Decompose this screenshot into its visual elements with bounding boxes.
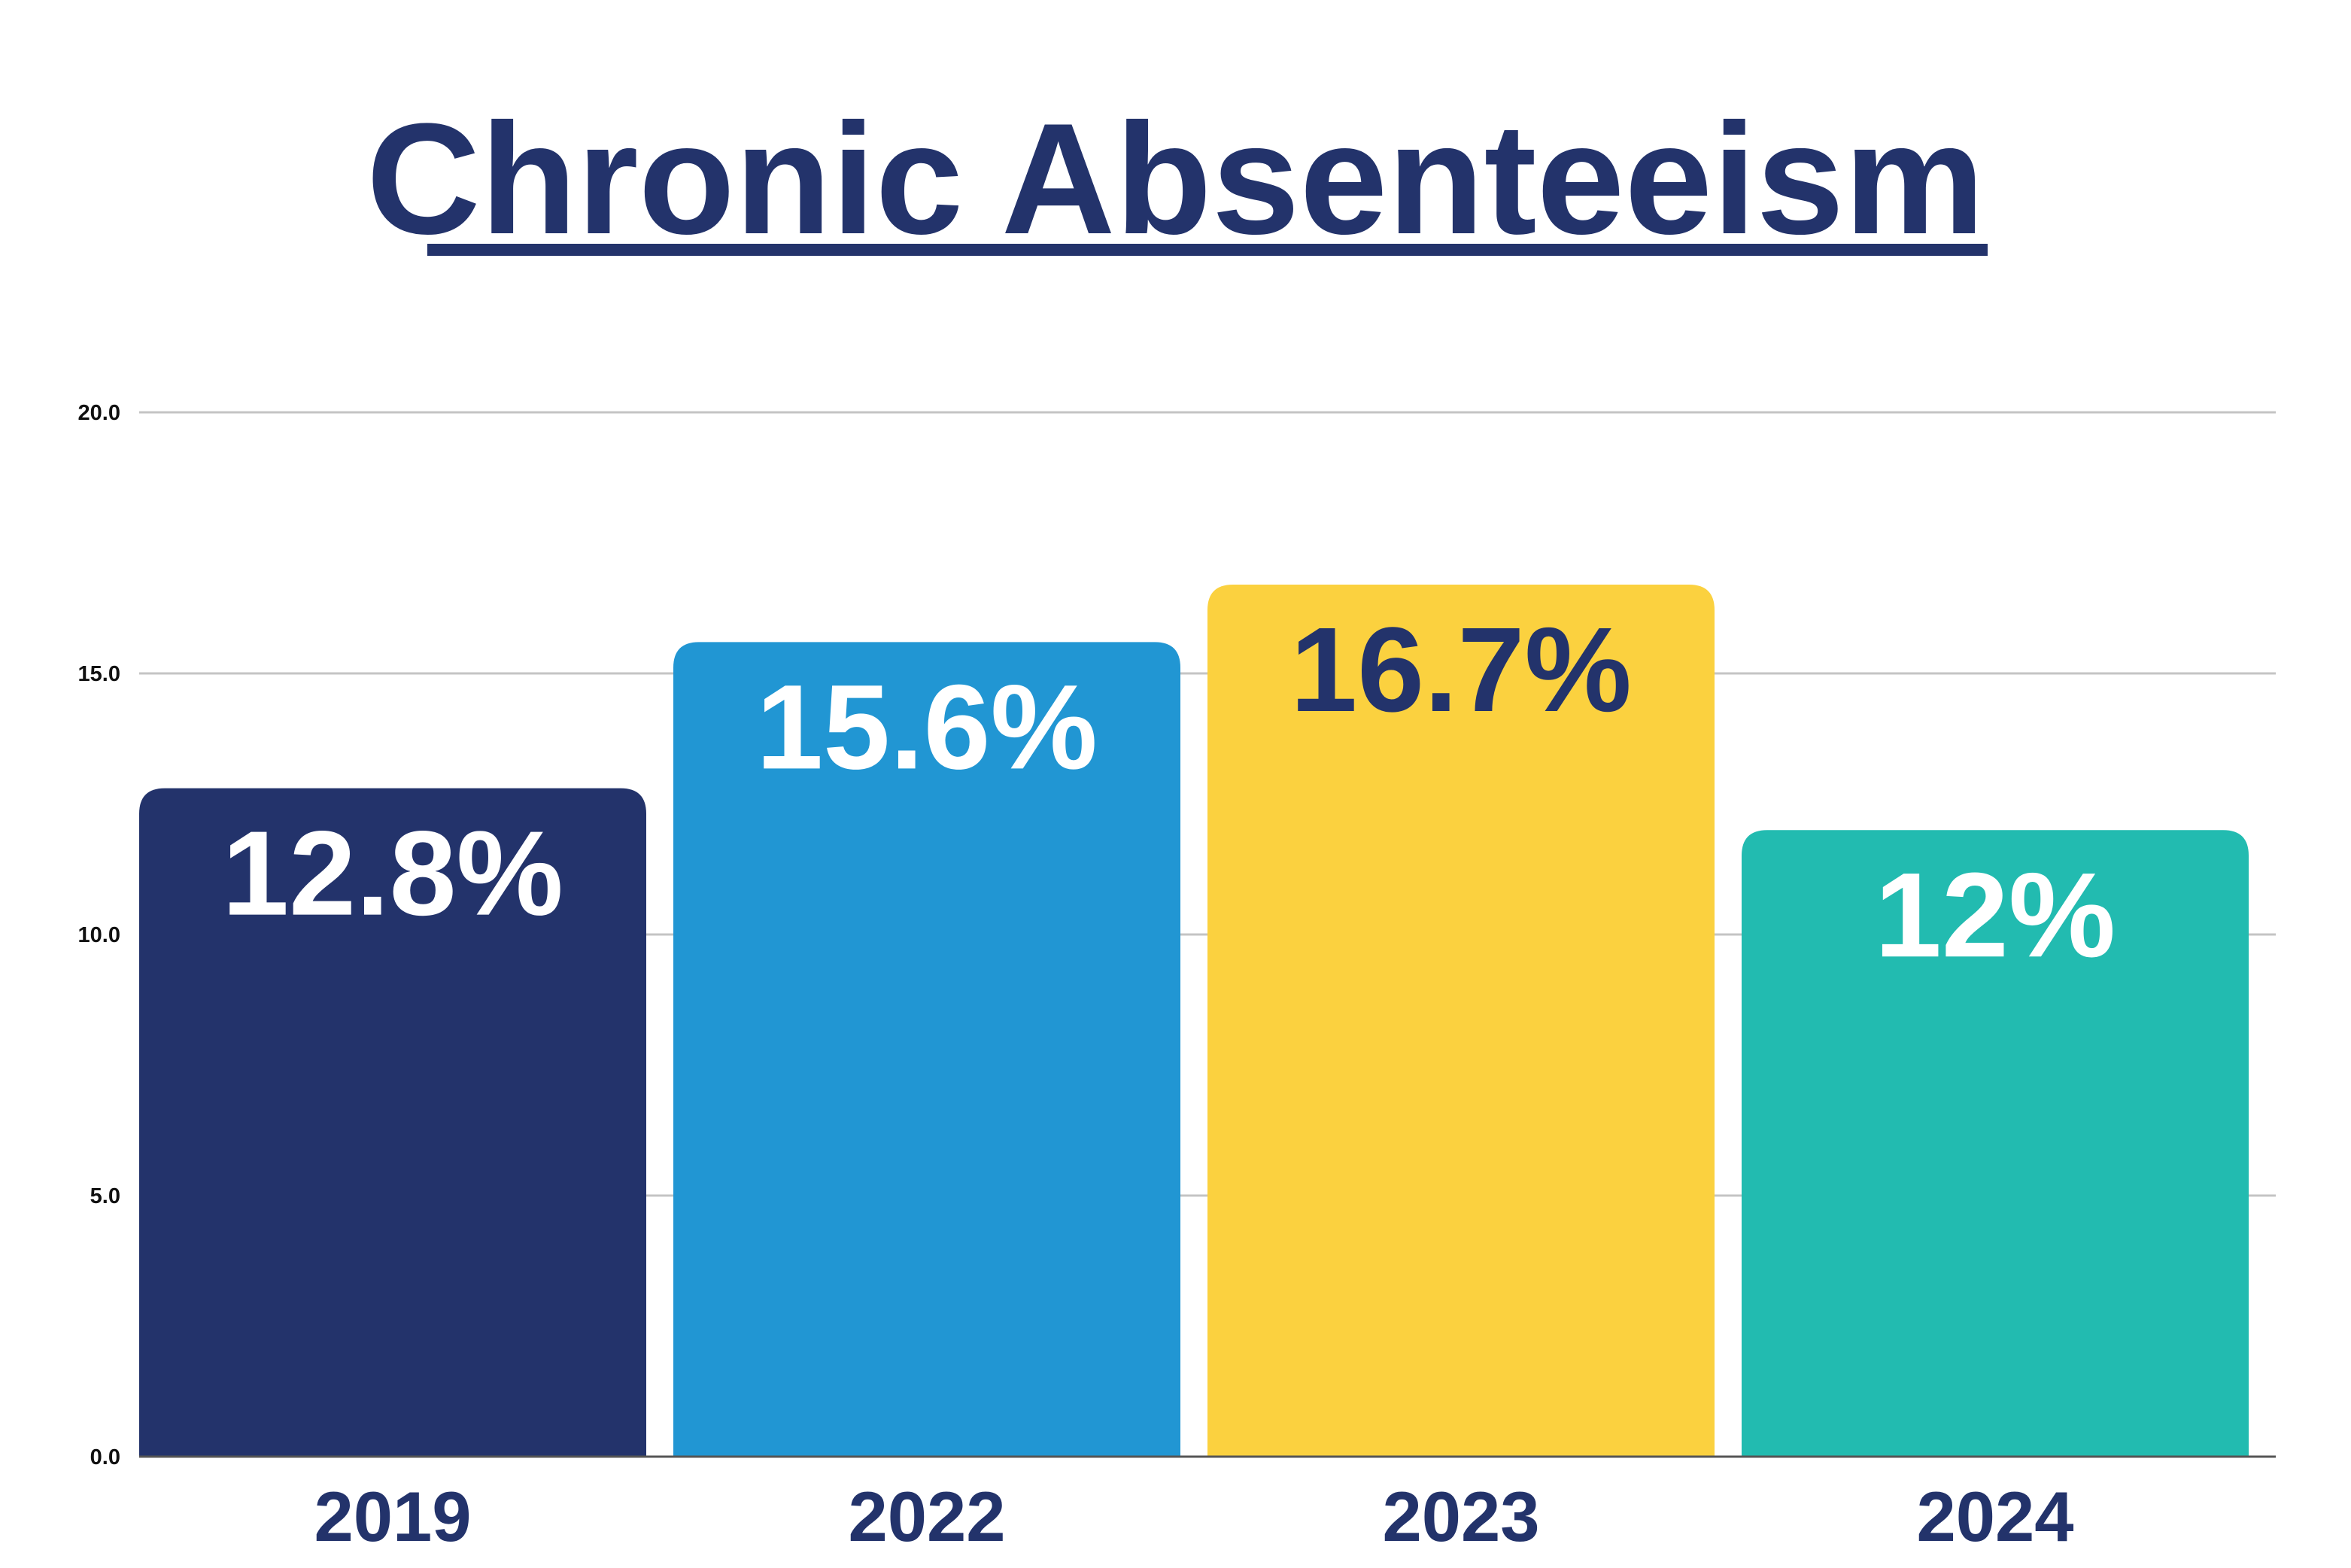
data-label-2019: 12.8% [222,806,563,940]
data-label-2023: 16.7% [1290,602,1632,737]
y-tick-label: 15.0 [78,662,120,686]
x-tick-label-2019: 2019 [314,1477,471,1556]
data-label-2022: 15.6% [756,659,1098,794]
bar-2022 [673,642,1180,1457]
data-label-2024: 12% [1875,847,2116,982]
y-tick-label: 0.0 [90,1445,120,1469]
y-tick-label: 20.0 [78,401,120,425]
x-tick-label-2024: 2024 [1916,1477,2073,1556]
bar-2023 [1207,585,1715,1457]
chart-title: Chronic Absenteeism [366,90,1985,267]
y-tick-label: 5.0 [90,1184,120,1208]
bars [139,585,2249,1457]
y-tick-label: 10.0 [78,923,120,947]
labels: 12.8% 2019 15.6% 2022 16.7% 2023 12% 2024 [139,602,2276,1556]
x-tick-label-2023: 2023 [1382,1477,1539,1556]
bar-2024 [1742,830,2249,1457]
bar-2019 [139,788,646,1457]
x-tick-label-2022: 2022 [848,1477,1005,1556]
title-underline [427,244,1988,256]
